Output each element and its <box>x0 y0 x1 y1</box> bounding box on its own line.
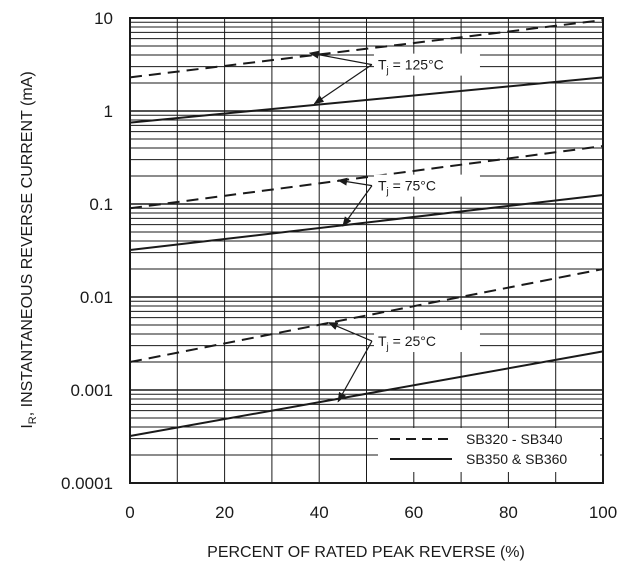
tick-labels: 0 20 40 60 80 100 10 1 0.1 0.01 0.001 0.0001 <box>61 9 617 522</box>
annotation-label-2: Tj = 25°C <box>378 333 436 353</box>
y-axis-label: IR, INSTANTANEOUS REVERSE CURRENT (mA) <box>19 71 39 428</box>
y-tick-label: 0.1 <box>89 195 113 214</box>
y-tick-label: 0.001 <box>70 381 113 400</box>
y-tick-label: 0.01 <box>80 288 113 307</box>
y-axis-label-sub: R <box>27 416 39 424</box>
legend-box <box>378 428 600 472</box>
annotation-main: T <box>378 178 387 194</box>
plot-annotations: Tj = 125°CTj = 75°CTj = 25°C <box>308 50 480 403</box>
x-tick-label: 20 <box>215 503 234 522</box>
series-line-solid-5 <box>129 350 604 438</box>
annotation-background <box>373 53 480 76</box>
series-line-solid-1 <box>129 76 604 124</box>
annotation-arrow <box>337 177 373 187</box>
annotation-background <box>373 330 480 353</box>
annotation-arrow <box>308 50 373 66</box>
annotation-label-0: Tj = 125°C <box>378 57 444 77</box>
x-tick-label: 0 <box>125 503 134 522</box>
x-tick-label: 40 <box>310 503 329 522</box>
series-line-dashed-0 <box>129 19 604 79</box>
series-line-dashed-4 <box>129 268 604 363</box>
annotation-sub: j <box>386 66 389 77</box>
series-line-dashed-2 <box>129 145 604 210</box>
legend-label-dashed: SB320 - SB340 <box>466 431 563 447</box>
annotation-sub: j <box>386 342 389 353</box>
annotation-main: T <box>378 57 387 73</box>
legend: SB320 - SB340 SB350 & SB360 <box>378 428 600 472</box>
annotation-arrow <box>327 322 373 342</box>
annotation-arrow <box>337 340 373 403</box>
annotation-rest: = 25°C <box>389 333 436 349</box>
y-tick-label: 0.0001 <box>61 474 113 493</box>
x-tick-label: 60 <box>404 503 423 522</box>
x-axis-label: PERCENT OF RATED PEAK REVERSE (%) <box>207 544 525 561</box>
y-tick-label: 10 <box>94 9 113 28</box>
annotation-arrow <box>342 185 373 227</box>
plot-series <box>129 19 604 438</box>
y-tick-label: 1 <box>104 102 113 121</box>
annotation-main: T <box>378 333 387 349</box>
x-tick-label: 80 <box>499 503 518 522</box>
y-axis-label-rest: , INSTANTANEOUS REVERSE CURRENT (mA) <box>19 71 36 416</box>
plot-grid <box>130 18 603 483</box>
y-axis-label-main: I <box>19 424 36 428</box>
annotation-background <box>373 174 480 197</box>
annotation-label-1: Tj = 75°C <box>378 178 436 198</box>
annotation-arrow <box>313 64 373 105</box>
annotation-sub: j <box>386 187 389 198</box>
annotation-rest: = 125°C <box>389 57 444 73</box>
x-tick-label: 100 <box>589 503 617 522</box>
legend-label-solid: SB350 & SB360 <box>466 451 567 467</box>
plot-frame <box>129 17 604 484</box>
annotation-rest: = 75°C <box>389 178 436 194</box>
series-line-solid-3 <box>129 193 604 252</box>
